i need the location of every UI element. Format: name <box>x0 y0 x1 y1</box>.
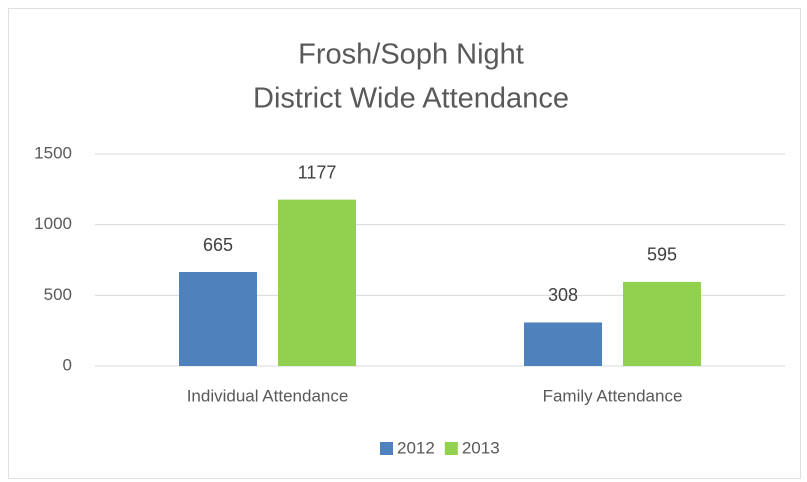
x-tick-label: Family Attendance <box>543 386 683 405</box>
bar <box>179 272 257 366</box>
y-tick-label: 1500 <box>34 143 72 162</box>
y-tick-label: 1000 <box>34 214 72 233</box>
chart-border <box>8 8 801 479</box>
data-label: 665 <box>203 235 233 255</box>
x-tick-label: Individual Attendance <box>187 386 349 405</box>
data-label: 1177 <box>298 162 337 182</box>
legend-swatch <box>444 442 458 455</box>
data-label: 595 <box>647 245 677 265</box>
legend-label: 2012 <box>397 438 435 457</box>
chart-title: Frosh/Soph Night <box>298 39 524 71</box>
chart-subtitle: District Wide Attendance <box>253 83 569 115</box>
legend-label: 2013 <box>462 438 500 457</box>
y-tick-label: 500 <box>44 285 72 304</box>
bar <box>524 322 602 366</box>
bar <box>623 281 701 366</box>
data-label: 308 <box>548 285 578 305</box>
legend-swatch <box>380 442 393 455</box>
bar <box>278 199 356 366</box>
y-tick-label: 0 <box>63 355 72 374</box>
